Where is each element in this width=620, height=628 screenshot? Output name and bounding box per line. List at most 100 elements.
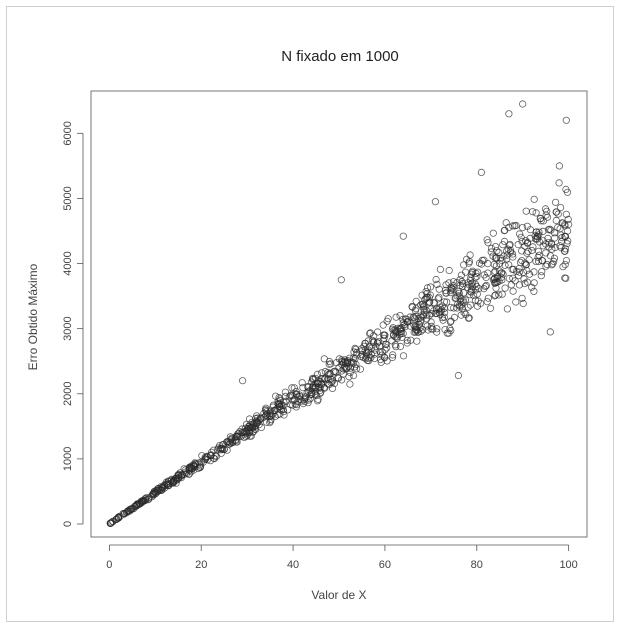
data-point <box>534 247 543 255</box>
data-point <box>477 168 485 176</box>
data-point <box>291 400 299 408</box>
plot-frame: N fixado em 1000 0 20 40 60 80 100 0 1000 2000 3… <box>6 6 614 622</box>
data-point <box>362 353 370 361</box>
data-point <box>407 336 415 344</box>
data-point <box>149 489 157 497</box>
data-point <box>457 294 465 302</box>
data-point <box>345 354 354 362</box>
data-point <box>518 294 526 302</box>
data-point <box>512 267 520 275</box>
data-point <box>468 279 477 287</box>
data-point <box>399 232 407 240</box>
data-point <box>190 463 198 471</box>
data-point <box>337 276 345 284</box>
data-point <box>500 252 508 260</box>
data-point <box>366 330 374 338</box>
data-point <box>124 507 133 515</box>
data-point <box>451 294 459 302</box>
data-point <box>246 421 254 429</box>
data-point <box>262 404 270 412</box>
data-point <box>505 223 513 231</box>
data-point <box>561 247 569 255</box>
data-point <box>154 485 162 493</box>
data-point <box>399 319 407 327</box>
data-point <box>554 223 562 231</box>
data-point <box>135 499 143 507</box>
data-point <box>535 251 543 259</box>
data-point <box>415 320 423 329</box>
data-point <box>518 257 526 265</box>
data-point <box>523 238 532 246</box>
data-point <box>299 383 307 392</box>
data-point <box>486 304 495 312</box>
data-point <box>292 390 301 398</box>
data-point <box>462 255 471 263</box>
data-point <box>227 435 236 443</box>
data-point <box>550 229 559 237</box>
data-point <box>561 274 569 282</box>
data-point <box>346 368 354 377</box>
data-point <box>474 297 482 305</box>
data-point <box>473 302 481 310</box>
data-point <box>393 324 402 332</box>
data-point <box>432 305 441 313</box>
y-tick-label: 0 <box>62 521 74 527</box>
data-point <box>526 226 535 234</box>
data-point <box>288 392 297 400</box>
data-point <box>453 300 462 308</box>
data-point <box>430 298 438 307</box>
scatter-points <box>106 100 573 527</box>
data-point <box>563 188 572 196</box>
data-point <box>535 231 543 239</box>
data-point <box>522 207 530 215</box>
data-point <box>328 384 337 392</box>
data-point <box>411 322 419 330</box>
data-point <box>529 243 537 251</box>
plot-area-box <box>90 90 588 538</box>
y-tick-label: 4000 <box>62 251 74 275</box>
data-point <box>391 341 399 349</box>
data-point <box>380 353 388 361</box>
data-point <box>517 233 525 241</box>
data-point <box>334 373 342 382</box>
data-point <box>380 334 388 342</box>
data-point <box>369 338 377 346</box>
data-point <box>269 410 277 418</box>
data-point <box>514 271 522 280</box>
data-point <box>403 336 411 344</box>
data-point <box>555 162 564 170</box>
data-point <box>310 375 318 383</box>
data-point <box>535 238 544 246</box>
y-axis-label: Erro Obtido Máximo <box>26 263 40 370</box>
data-point <box>484 260 492 268</box>
data-point <box>465 314 473 322</box>
data-point <box>436 303 444 312</box>
data-point <box>362 350 370 358</box>
data-point <box>541 205 550 213</box>
data-point <box>432 309 440 318</box>
data-point <box>467 287 475 296</box>
y-tick-label: 1000 <box>62 447 74 471</box>
data-point <box>515 230 524 238</box>
x-axis-label: Valor de X <box>311 588 366 602</box>
data-point <box>440 298 449 306</box>
data-point <box>239 377 247 385</box>
data-point <box>457 311 465 319</box>
data-point <box>507 281 515 289</box>
data-point <box>450 304 458 312</box>
data-point <box>114 513 123 522</box>
data-point <box>346 380 354 388</box>
data-point <box>330 379 338 388</box>
data-point <box>480 285 488 293</box>
data-point <box>267 412 275 420</box>
data-point <box>558 234 566 242</box>
data-point <box>434 295 442 303</box>
data-point <box>242 432 250 441</box>
data-point <box>376 348 384 356</box>
data-point <box>203 453 211 461</box>
y-tick-label: 5000 <box>62 186 74 210</box>
data-point <box>214 444 222 452</box>
data-point <box>425 298 433 306</box>
data-point <box>491 243 500 251</box>
data-point <box>532 257 540 265</box>
